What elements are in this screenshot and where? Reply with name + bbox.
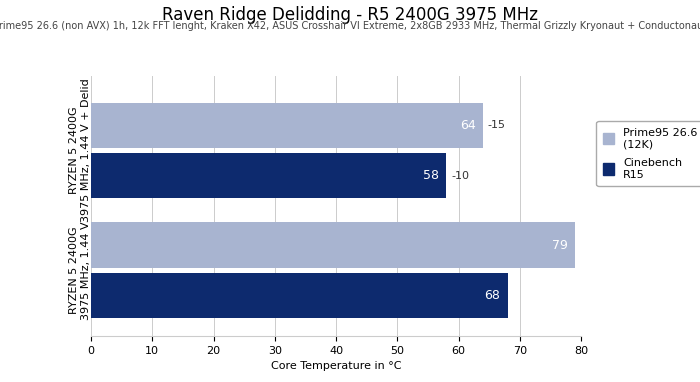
Text: 64: 64 (460, 119, 476, 132)
Bar (91, 103, 483, 148)
Text: RYZEN 5 2400G
3975 MHz, 1.44 V: RYZEN 5 2400G 3975 MHz, 1.44 V (69, 221, 91, 320)
Text: Raven Ridge Delidding - R5 2400G 3975 MHz: Raven Ridge Delidding - R5 2400G 3975 MH… (162, 6, 538, 24)
Text: 58: 58 (423, 169, 439, 182)
Text: -10: -10 (451, 171, 469, 181)
Bar (91, 273, 508, 318)
X-axis label: Core Temperature in °C: Core Temperature in °C (271, 361, 401, 371)
Text: RYZEN 5 2400G
3975 MHz, 1.44 V + Delid: RYZEN 5 2400G 3975 MHz, 1.44 V + Delid (69, 79, 91, 222)
Bar (91, 222, 575, 268)
Legend: Prime95 26.6
(12K), Cinebench
R15: Prime95 26.6 (12K), Cinebench R15 (596, 121, 700, 186)
Text: 79: 79 (552, 239, 568, 252)
Text: 68: 68 (484, 289, 500, 302)
Bar (91, 153, 447, 199)
Text: Prime95 26.6 (non AVX) 1h, 12k FFT lenght, Kraken X42, ASUS Crosshair VI Extreme: Prime95 26.6 (non AVX) 1h, 12k FFT lengh… (0, 21, 700, 31)
Text: -15: -15 (488, 120, 506, 131)
